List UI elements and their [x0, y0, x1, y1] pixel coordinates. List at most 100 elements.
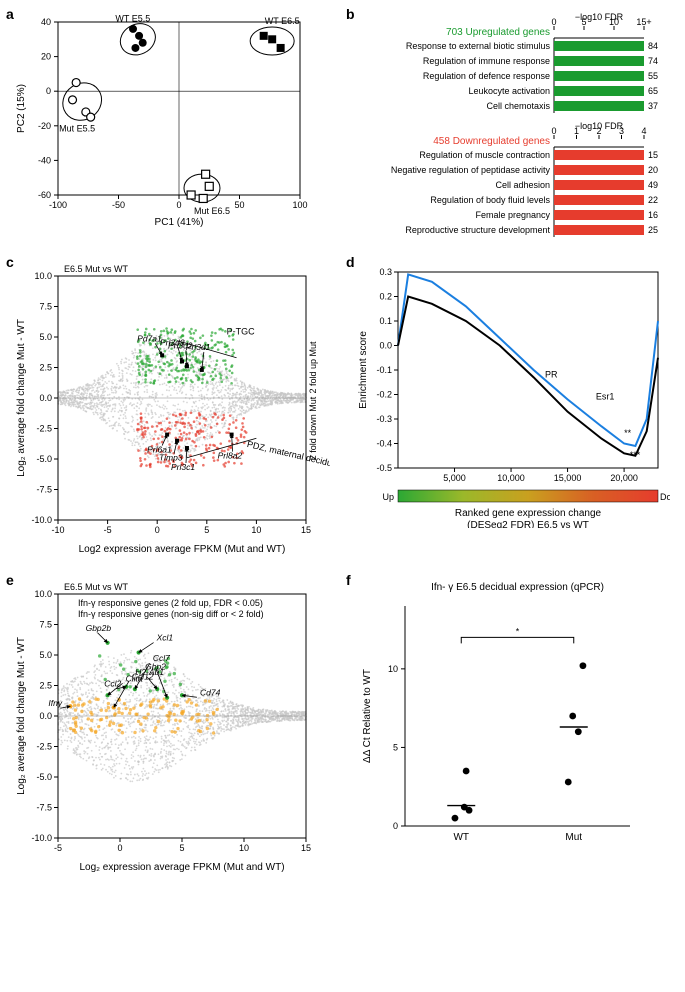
- svg-text:P-TGC: P-TGC: [227, 327, 255, 337]
- svg-text:Response to external biotic st: Response to external biotic stimulus: [406, 41, 551, 51]
- panel-e: e E6.5 Mut vs WTIfn-γ responsive genes (…: [10, 576, 330, 876]
- svg-text:-2.5: -2.5: [36, 424, 52, 434]
- svg-text:PR: PR: [545, 369, 558, 379]
- svg-text:0: 0: [155, 525, 160, 535]
- svg-text:PC1 (41%): PC1 (41%): [155, 217, 204, 228]
- svg-text:20: 20: [41, 52, 51, 62]
- svg-text:2 fold down Mut: 2 fold down Mut: [308, 396, 318, 460]
- svg-text:-0.5: -0.5: [376, 463, 392, 473]
- svg-text:5,000: 5,000: [443, 473, 466, 483]
- svg-text:15: 15: [301, 525, 311, 535]
- svg-text:-50: -50: [112, 200, 125, 210]
- svg-text:Regulation of muscle contracti: Regulation of muscle contraction: [419, 150, 550, 160]
- svg-text:E6.5 Mut vs WT: E6.5 Mut vs WT: [64, 264, 129, 274]
- svg-text:Mut E6.5: Mut E6.5: [194, 206, 230, 216]
- svg-text:Cell adhesion: Cell adhesion: [495, 180, 550, 190]
- svg-text:65: 65: [648, 86, 658, 96]
- svg-text:-0.2: -0.2: [376, 390, 392, 400]
- panel-d-label: d: [346, 254, 355, 270]
- panel-f: f Ifn- γ E6.5 decidual expression (qPCR)…: [350, 576, 685, 876]
- svg-text:40: 40: [41, 17, 51, 27]
- svg-text:Pd7a1: Pd7a1: [137, 333, 162, 343]
- svg-text:2 fold up Mut: 2 fold up Mut: [308, 341, 318, 394]
- svg-text:20: 20: [648, 165, 658, 175]
- svg-text:Down: Down: [660, 492, 670, 502]
- svg-text:10: 10: [251, 525, 261, 535]
- svg-text:Cell chemotaxis: Cell chemotaxis: [486, 101, 550, 111]
- svg-text:49: 49: [648, 180, 658, 190]
- svg-text:Log2 expression average FPKM (: Log2 expression average FPKM (Mut and WT…: [79, 544, 286, 555]
- svg-text:-5: -5: [104, 525, 112, 535]
- panel-f-label: f: [346, 572, 351, 588]
- svg-text:0.2: 0.2: [379, 292, 392, 302]
- svg-text:Regulation of defence response: Regulation of defence response: [423, 71, 550, 81]
- svg-text:Ifn-γ responsive genes (2 fold: Ifn-γ responsive genes (2 fold up, FDR <…: [78, 598, 263, 608]
- svg-text:PC2 (15%): PC2 (15%): [16, 84, 27, 133]
- panel-e-label: e: [6, 572, 14, 588]
- svg-text:1: 1: [574, 126, 579, 136]
- svg-text:Up: Up: [382, 492, 394, 502]
- svg-text:10,000: 10,000: [497, 473, 525, 483]
- svg-text:Log₂ average fold change Mut: Log₂ average fold change Mut - WT: [16, 319, 27, 477]
- svg-text:-60: -60: [38, 190, 51, 200]
- svg-text:0: 0: [551, 126, 556, 136]
- svg-text:Ranked gene expression change: Ranked gene expression change: [455, 508, 602, 519]
- svg-text:74: 74: [648, 56, 658, 66]
- svg-text:7.5: 7.5: [39, 302, 52, 312]
- svg-text:0.1: 0.1: [379, 316, 392, 326]
- svg-text:16: 16: [648, 210, 658, 220]
- svg-text:5: 5: [204, 525, 209, 535]
- panel-b-label: b: [346, 6, 355, 22]
- svg-text:Mut E5.5: Mut E5.5: [59, 124, 95, 134]
- ma-plot-c: E6.5 Mut vs WTP-TGCPDZ, maternal decidua…: [10, 258, 330, 558]
- pca-scatter: -100-50050100-60-40-2002040PC1 (41%)PC2 …: [10, 10, 310, 230]
- svg-text:10: 10: [609, 17, 619, 27]
- svg-text:2.5: 2.5: [39, 363, 52, 373]
- svg-text:WT E5.5: WT E5.5: [115, 13, 150, 23]
- svg-text:15,000: 15,000: [554, 473, 582, 483]
- svg-text:WT E6.5: WT E6.5: [265, 16, 300, 26]
- svg-text:15+: 15+: [636, 17, 651, 27]
- svg-text:Ifn-γ responsive genes (non-si: Ifn-γ responsive genes (non-sig diff or …: [78, 609, 264, 619]
- svg-text:Negative regulation of peptida: Negative regulation of peptidase activit…: [391, 165, 551, 175]
- svg-text:-0.4: -0.4: [376, 439, 392, 449]
- svg-text:0: 0: [551, 17, 556, 27]
- svg-text:-0.3: -0.3: [376, 414, 392, 424]
- svg-text:(DESeq2 FDR) E6.5 vs WT: (DESeq2 FDR) E6.5 vs WT: [467, 520, 589, 528]
- svg-text:55: 55: [648, 71, 658, 81]
- svg-text:E6.5 Mut vs WT: E6.5 Mut vs WT: [64, 582, 129, 592]
- panel-b: b −log10 FDR051015+703 Upregulated genes…: [350, 10, 685, 240]
- svg-text:***: ***: [630, 450, 641, 460]
- svg-text:**: **: [624, 428, 632, 438]
- svg-text:5.0: 5.0: [39, 332, 52, 342]
- panel-d: d 5,00010,00015,00020,000-0.5-0.4-0.3-0.…: [350, 258, 685, 558]
- svg-text:-0.1: -0.1: [376, 365, 392, 375]
- svg-text:Prl3d1: Prl3d1: [186, 342, 211, 352]
- svg-text:4: 4: [641, 126, 646, 136]
- svg-text:3: 3: [619, 126, 624, 136]
- svg-text:-7.5: -7.5: [36, 485, 52, 495]
- svg-text:Esr1: Esr1: [596, 391, 615, 401]
- svg-text:458 Downregulated genes: 458 Downregulated genes: [433, 136, 550, 147]
- panel-c-label: c: [6, 254, 14, 270]
- go-term-bars: −log10 FDR051015+703 Upregulated genesRe…: [350, 10, 685, 240]
- svg-text:-5.0: -5.0: [36, 454, 52, 464]
- svg-text:-40: -40: [38, 155, 51, 165]
- svg-text:5: 5: [581, 17, 586, 27]
- svg-text:0.0: 0.0: [39, 393, 52, 403]
- ma-plot-e: E6.5 Mut vs WT Ifn-γ responsive genes (2 …: [10, 576, 330, 876]
- qpcr-dotplot: Ifn- γ E6.5 decidual expression (qPCR)51…: [350, 576, 650, 856]
- svg-text:-10: -10: [51, 525, 64, 535]
- svg-text:0: 0: [176, 200, 181, 210]
- svg-text:22: 22: [648, 195, 658, 205]
- svg-text:37: 37: [648, 101, 658, 111]
- svg-text:10.0: 10.0: [34, 271, 52, 281]
- svg-text:25: 25: [648, 225, 658, 235]
- svg-text:-100: -100: [49, 200, 67, 210]
- svg-text:-20: -20: [38, 121, 51, 131]
- svg-text:Female pregnancy: Female pregnancy: [475, 210, 550, 220]
- svg-text:Reproductive structure develop: Reproductive structure development: [405, 225, 550, 235]
- svg-text:50: 50: [234, 200, 244, 210]
- gsea-plot: 5,00010,00015,00020,000-0.5-0.4-0.3-0.2-…: [350, 258, 670, 528]
- svg-text:Prl8a2: Prl8a2: [218, 451, 243, 461]
